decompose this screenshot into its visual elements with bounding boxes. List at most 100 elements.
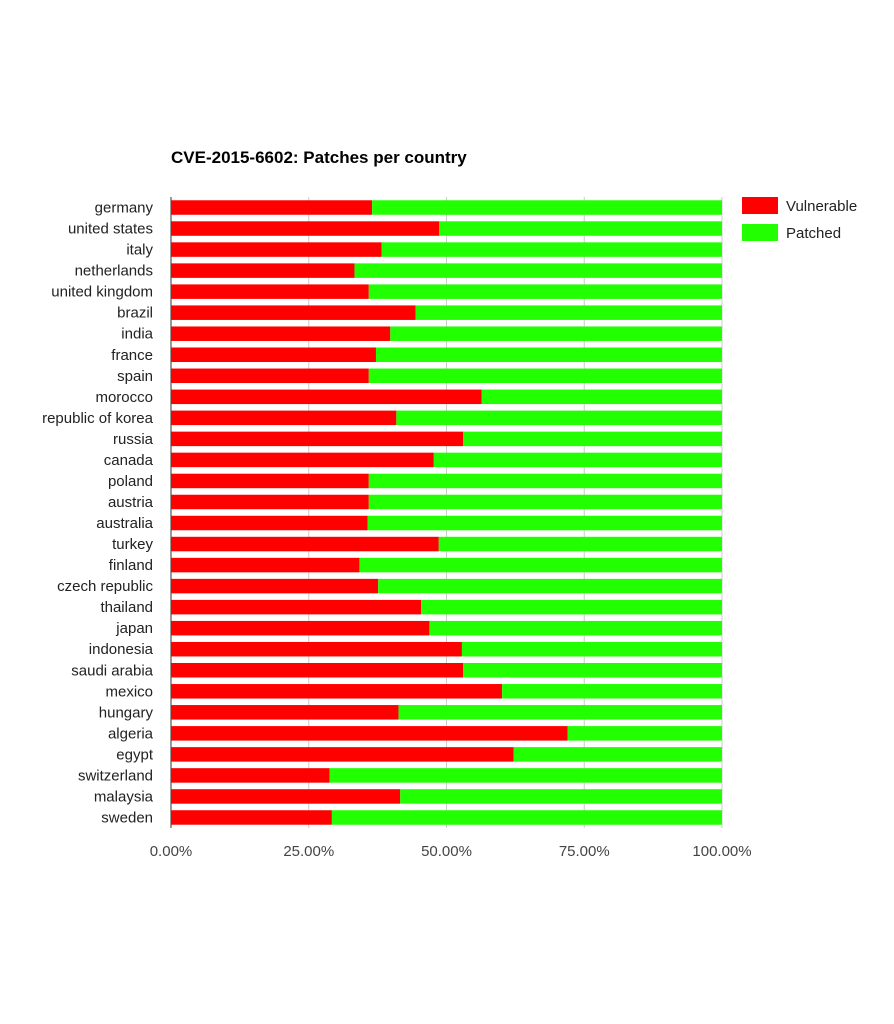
category-label: austria — [108, 494, 154, 511]
bar-vulnerable — [171, 620, 430, 636]
category-label: russia — [113, 431, 154, 448]
bar-patched — [463, 663, 722, 678]
bar-vulnerable — [171, 242, 382, 257]
bar-vulnerable — [171, 557, 360, 573]
legend-label-patched: Patched — [786, 225, 841, 242]
bar-vulnerable — [171, 747, 514, 762]
category-label: egypt — [116, 746, 154, 763]
x-tick-label: 50.00% — [421, 843, 472, 860]
bar-patched — [481, 389, 722, 405]
bar-patched — [331, 810, 722, 825]
bar-patched — [429, 620, 722, 636]
bar-vulnerable — [171, 684, 503, 699]
bar-vulnerable — [171, 452, 434, 468]
bar-vulnerable — [171, 810, 332, 825]
legend: Vulnerable Patched — [742, 197, 857, 242]
bar-patched — [502, 684, 722, 699]
x-tick-label: 75.00% — [559, 843, 610, 860]
chart-title: CVE-2015-6602: Patches per country — [171, 148, 467, 167]
bar-vulnerable — [171, 726, 568, 741]
category-label: united states — [68, 221, 153, 238]
category-label: switzerland — [78, 767, 153, 784]
bar-patched — [378, 578, 722, 594]
bar-vulnerable — [171, 515, 368, 531]
category-label: italy — [126, 242, 153, 259]
category-label: poland — [108, 473, 153, 490]
bar-patched — [438, 536, 722, 552]
category-label: malaysia — [94, 788, 154, 805]
bar-vulnerable — [171, 368, 369, 384]
x-tick-label: 25.00% — [283, 843, 334, 860]
bar-patched — [329, 768, 722, 783]
x-tick-label: 100.00% — [692, 843, 751, 860]
category-label: australia — [96, 515, 153, 532]
bar-patched — [359, 557, 722, 573]
category-label: saudi arabia — [71, 662, 153, 679]
bar-patched — [381, 242, 722, 257]
category-label: france — [111, 347, 153, 364]
bar-vulnerable — [171, 305, 416, 320]
bar-vulnerable — [171, 663, 464, 678]
bar-patched — [390, 326, 722, 341]
bar-vulnerable — [171, 221, 440, 236]
bar-vulnerable — [171, 410, 397, 426]
bar-vulnerable — [171, 473, 369, 489]
bar-vulnerable — [171, 705, 399, 720]
bar-patched — [567, 726, 722, 741]
category-label: sweden — [101, 809, 153, 826]
bar-patched — [398, 705, 722, 720]
bar-vulnerable — [171, 431, 464, 447]
bar-patched — [463, 431, 722, 447]
bar-vulnerable — [171, 768, 330, 783]
x-tick-label: 0.00% — [150, 843, 193, 860]
category-label: germany — [95, 200, 154, 217]
bar-patched — [461, 641, 722, 657]
bar-patched — [368, 284, 722, 299]
category-label: turkey — [112, 536, 153, 553]
x-tick-labels: 0.00% 25.00% 50.00% 75.00% 100.00% — [150, 843, 752, 860]
category-label: brazil — [117, 305, 153, 322]
category-label: india — [121, 326, 153, 343]
category-label: morocco — [95, 389, 153, 406]
category-label: hungary — [99, 704, 154, 721]
legend-swatch-patched — [742, 224, 778, 241]
category-label: japan — [115, 620, 153, 637]
bar-patched — [372, 200, 722, 215]
bar-patched — [421, 599, 722, 615]
category-label: canada — [104, 452, 154, 469]
legend-label-vulnerable: Vulnerable — [786, 198, 857, 215]
category-label: netherlands — [75, 263, 153, 280]
gridlines — [170, 197, 723, 828]
bar-vulnerable — [171, 326, 391, 341]
bar-patched — [367, 515, 722, 531]
category-label: spain — [117, 368, 153, 385]
bar-vulnerable — [171, 389, 482, 405]
bar-vulnerable — [171, 599, 422, 615]
category-label: czech republic — [57, 578, 153, 595]
bar-patched — [396, 410, 722, 426]
category-label: mexico — [105, 683, 153, 700]
bar-vulnerable — [171, 200, 373, 215]
category-label: finland — [109, 557, 153, 574]
category-label: united kingdom — [51, 284, 153, 301]
bar-patched — [513, 747, 722, 762]
bar-vulnerable — [171, 263, 355, 278]
category-label: indonesia — [89, 641, 154, 658]
bar-patched — [368, 473, 722, 489]
category-label: republic of korea — [42, 410, 154, 427]
bar-patched — [415, 305, 722, 320]
bar-vulnerable — [171, 789, 401, 804]
bar-patched — [354, 263, 722, 278]
bar-vulnerable — [171, 578, 379, 594]
bar-vulnerable — [171, 284, 369, 299]
bar-vulnerable — [171, 536, 439, 552]
bar-patched — [375, 347, 722, 362]
category-label: algeria — [108, 725, 154, 742]
bar-patched — [368, 368, 722, 384]
bar-patched — [400, 789, 722, 804]
bar-patched — [368, 494, 722, 510]
category-label: thailand — [100, 599, 153, 616]
legend-swatch-vulnerable — [742, 197, 778, 214]
bar-patched — [433, 452, 722, 468]
